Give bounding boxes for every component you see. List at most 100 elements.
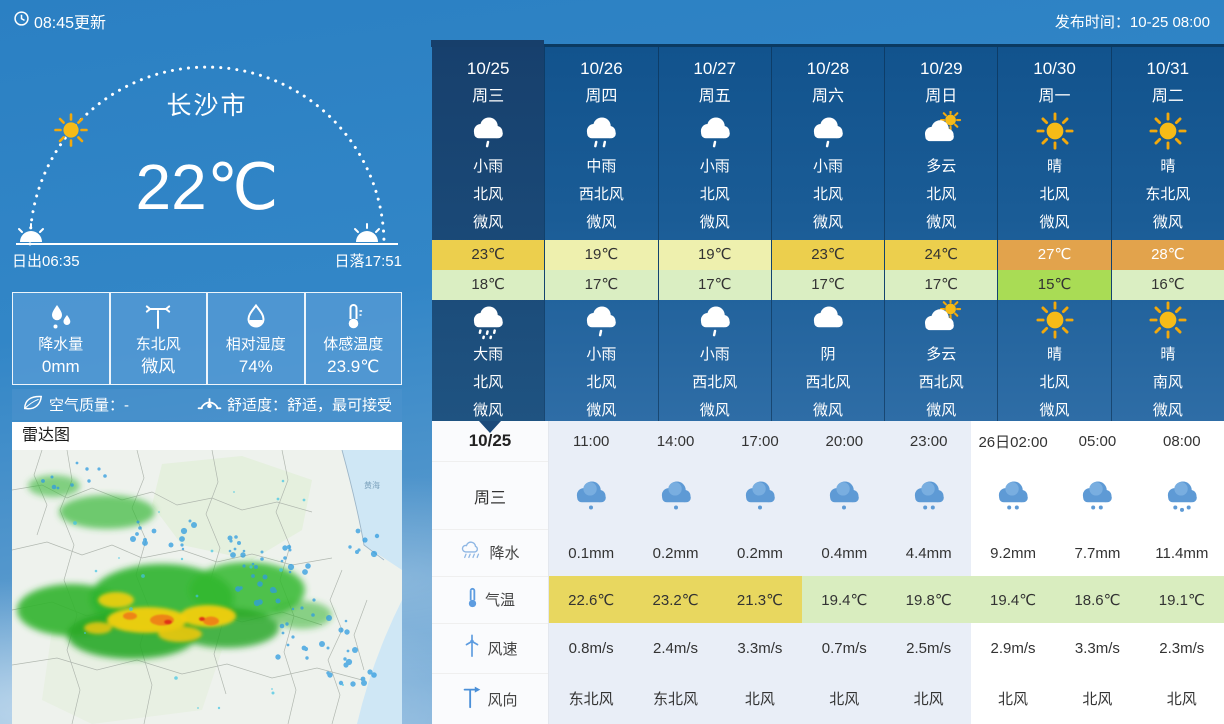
hourly-time: 17:00 (718, 421, 802, 462)
night-wind-direction: 西北风 (772, 370, 884, 398)
day-wind-direction: 北风 (659, 182, 771, 210)
hourly-temp: 19.1℃ (1140, 576, 1224, 623)
hourly-wind-direction: 东北风 (633, 673, 717, 724)
day-column-10/28[interactable]: 10/28 周六 小雨 北风 微风 23℃ 17℃ 阴 西北风 微风 (771, 47, 884, 421)
sunset-time: 日落17:51 (334, 250, 402, 271)
row-label-wind-speed: 风速 (432, 623, 548, 674)
night-wind-direction: 北风 (432, 370, 544, 398)
blue-rain-3-icon (1140, 462, 1224, 530)
comfort-text: 舒适度：舒适，最可接受 (227, 394, 392, 415)
sun-icon (998, 300, 1110, 340)
hourly-wind-speed: 2.9m/s (971, 623, 1055, 674)
day-high-temp: 27℃ (998, 240, 1110, 270)
day-date: 10/25 (432, 47, 544, 83)
row-label-precip: 降水 (432, 529, 548, 576)
hourly-label-column: 10/25 周三 降水 气温 风速 风向 (432, 421, 549, 724)
day-high-temp: 24℃ (885, 240, 997, 270)
night-wind-direction: 北风 (998, 370, 1110, 398)
sea-label: 黄海 (364, 480, 380, 490)
hourly-time: 20:00 (802, 421, 886, 462)
turbine-mini-icon (462, 634, 482, 662)
rain-heavy-icon (432, 300, 544, 340)
hourly-temp: 18.6℃ (1055, 576, 1139, 623)
current-temperature: 22℃ (12, 150, 402, 225)
day-wind-direction: 北风 (432, 182, 544, 210)
blue-rain-2-icon (1055, 462, 1139, 530)
day-weekday: 周一 (998, 83, 1110, 110)
hourly-column-23:00: 23:00 4.4mm 19.8℃ 2.5m/s 北风 (887, 421, 971, 724)
hourly-temp: 22.6℃ (549, 576, 633, 623)
stat-value: 微风 (141, 355, 175, 378)
stat-value: 23.9℃ (327, 355, 379, 378)
night-wind-direction: 北风 (545, 370, 657, 398)
night-condition: 晴 (1112, 340, 1224, 370)
rain-light-icon (659, 300, 771, 340)
day-date: 10/31 (1112, 47, 1224, 83)
day-weekday: 周日 (885, 83, 997, 110)
air-quality-bar: 空气质量：- 舒适度：舒适，最可接受 (12, 389, 402, 420)
hourly-forecast-table: 10/25 周三 降水 气温 风速 风向 11:00 0.1mm 22.6℃ 0… (432, 421, 1224, 724)
blue-rain-2-icon (971, 462, 1055, 530)
selected-day-marker (479, 421, 501, 433)
day-wind-power: 微风 (885, 210, 997, 240)
hourly-wind-speed: 2.5m/s (887, 623, 971, 674)
sun-icon (1112, 300, 1224, 340)
day-high-temp: 19℃ (545, 240, 657, 270)
hourly-precip: 9.2mm (971, 530, 1055, 577)
stat-card-0: 降水量 0mm (12, 292, 110, 385)
hourly-wind-direction: 北风 (718, 673, 802, 724)
hourly-column-20:00: 20:00 0.4mm 19.4℃ 0.7m/s 北风 (802, 421, 886, 724)
sunset-icon (355, 224, 379, 242)
hourly-wind-direction: 北风 (887, 673, 971, 724)
day-column-10/27[interactable]: 10/27 周五 小雨 北风 微风 19℃ 17℃ 小雨 西北风 微风 (658, 47, 771, 421)
clock-icon (13, 10, 30, 32)
day-weekday: 周四 (545, 83, 657, 110)
hourly-column-26日02:00: 26日02:00 9.2mm 19.4℃ 2.9m/s 北风 (971, 421, 1055, 724)
hourly-precip: 0.2mm (633, 530, 717, 577)
hourly-precip: 7.7mm (1055, 530, 1139, 577)
day-condition: 晴 (1112, 152, 1224, 182)
day-high-temp: 23℃ (432, 240, 544, 270)
day-condition: 多云 (885, 152, 997, 182)
day-column-10/29[interactable]: 10/29 周日 多云 北风 微风 24℃ 17℃ 多云 西北风 微风 (884, 47, 997, 421)
stat-label: 体感温度 (323, 334, 383, 355)
hourly-time: 26日02:00 (971, 421, 1055, 462)
blue-rain-1-icon (718, 462, 802, 530)
rain-light-icon (545, 300, 657, 340)
stat-label: 东北风 (136, 334, 181, 355)
day-wind-power: 微风 (545, 210, 657, 240)
day-weekday: 周二 (1112, 83, 1224, 110)
day-weekday: 周六 (772, 83, 884, 110)
hourly-weekday: 周三 (432, 461, 548, 529)
weather-app: 08:45更新 发布时间：10-25 08:00 长沙市 22℃ 日出06:35… (0, 0, 1224, 724)
day-high-temp: 19℃ (659, 240, 771, 270)
day-column-10/30[interactable]: 10/30 周一 晴 北风 微风 27℃ 15℃ 晴 北风 微风 (997, 47, 1110, 421)
current-stats: 降水量 0mm 东北风 微风 相对湿度 74% 体感温度 23.9℃ (12, 292, 402, 385)
wind-vane-icon (143, 300, 173, 334)
blue-rain-1-icon (802, 462, 886, 530)
cloud-sun-icon (885, 300, 997, 340)
day-low-temp: 17℃ (885, 270, 997, 300)
day-wind-direction: 北风 (998, 182, 1110, 210)
night-wind-direction: 南风 (1112, 370, 1224, 398)
vane-mini-icon (462, 685, 482, 713)
day-high-temp: 28℃ (1112, 240, 1224, 270)
hourly-wind-speed: 0.7m/s (802, 623, 886, 674)
day-weekday: 周五 (659, 83, 771, 110)
night-condition: 多云 (885, 340, 997, 370)
hourly-temp: 19.4℃ (802, 576, 886, 623)
hourly-column-11:00: 11:00 0.1mm 22.6℃ 0.8m/s 东北风 (549, 421, 633, 724)
day-column-10/26[interactable]: 10/26 周四 中雨 西北风 微风 19℃ 17℃ 小雨 北风 微风 (544, 47, 657, 421)
day-wind-direction: 北风 (885, 182, 997, 210)
night-condition: 阴 (772, 340, 884, 370)
day-column-10/31[interactable]: 10/31 周二 晴 东北风 微风 28℃ 16℃ 晴 南风 微风 (1111, 47, 1224, 421)
hourly-wind-speed: 3.3m/s (718, 623, 802, 674)
blue-rain-1-icon (549, 462, 633, 530)
day-condition: 中雨 (545, 152, 657, 182)
day-column-10/25[interactable]: 10/25 周三 小雨 北风 微风 23℃ 18℃ 大雨 北风 微风 (432, 47, 544, 421)
hourly-column-08:00: 08:00 11.4mm 19.1℃ 2.3m/s 北风 (1140, 421, 1224, 724)
cloud-sun-icon (885, 110, 997, 152)
night-condition: 小雨 (545, 340, 657, 370)
hourly-wind-direction: 北风 (971, 673, 1055, 724)
day-low-temp: 17℃ (545, 270, 657, 300)
